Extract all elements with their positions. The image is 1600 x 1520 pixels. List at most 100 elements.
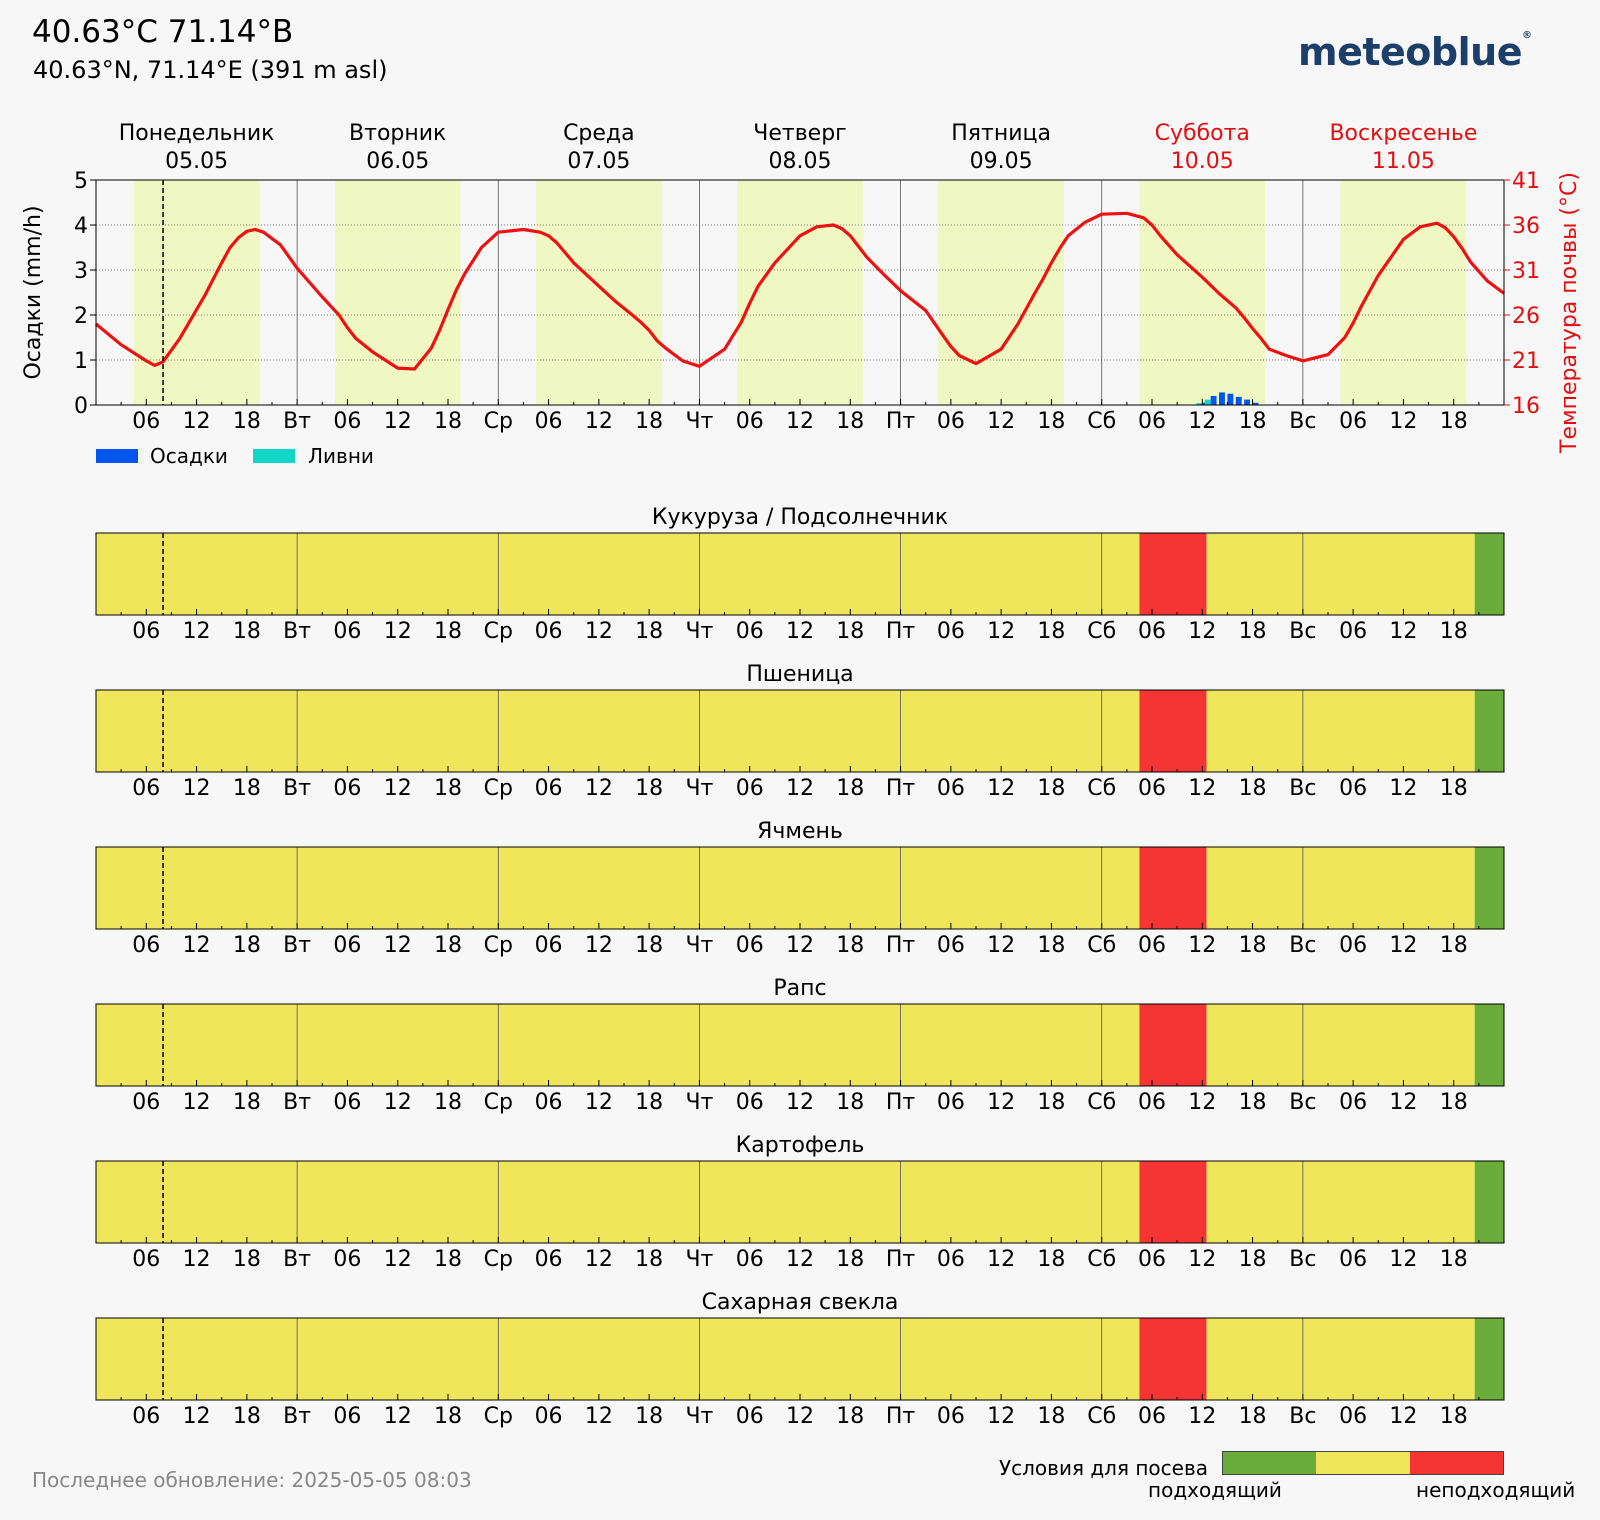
x-tick-label: 06: [937, 619, 965, 644]
legend-showers-label: Ливни: [308, 444, 374, 468]
x-tick-label: 06: [736, 1090, 764, 1115]
x-tick-label: Ср: [484, 619, 513, 644]
x-tick-label: 12: [585, 776, 613, 801]
x-tick-label: 12: [585, 619, 613, 644]
x-tick-label: 12: [1389, 619, 1417, 644]
x-tick-label: 12: [1389, 1247, 1417, 1272]
last-updated: Последнее обновление: 2025-05-05 08:03: [32, 1468, 472, 1492]
left-axis-tick-label: 2: [74, 304, 88, 329]
x-tick-label: 18: [635, 776, 663, 801]
x-tick-label: Вс: [1289, 1090, 1316, 1115]
x-tick-label: 12: [384, 933, 412, 958]
x-tick-label: 18: [836, 619, 864, 644]
sowing-segment-suitable: [1474, 533, 1504, 615]
daylight-band-6: [1340, 180, 1467, 405]
x-tick-label: 06: [535, 1247, 563, 1272]
x-tick-label: 12: [1188, 619, 1216, 644]
sowing-legend-neutral-swatch: [1316, 1451, 1410, 1475]
x-tick-label: 12: [987, 1247, 1015, 1272]
x-tick-label: 18: [1037, 1404, 1065, 1429]
x-tick-label: Вт: [283, 776, 311, 801]
x-tick-label: 12: [183, 776, 211, 801]
day-name-3: Четверг: [753, 121, 846, 146]
x-tick-label: 12: [183, 619, 211, 644]
meteoblue-logo[interactable]: meteoblue®: [1298, 30, 1532, 74]
x-tick-label: 18: [836, 933, 864, 958]
x-tick-label: 12: [384, 776, 412, 801]
x-tick-label: 12: [384, 1090, 412, 1115]
crop-panel-3: Рапс 06 12 18 Вт 06 12 18 Ср 06 12 18 Чт 06 12 18 Пт 06 12…: [95, 976, 1505, 1115]
x-tick-label: 18: [1239, 933, 1267, 958]
day-date-2: 07.05: [567, 149, 630, 174]
x-tick-label: 06: [937, 1247, 965, 1272]
sowing-legend-unsuitable-label: неподходящий: [1416, 1478, 1576, 1502]
x-tick-label: 06: [937, 776, 965, 801]
x-tick-label: Сб: [1087, 1247, 1116, 1272]
x-tick-label: Чт: [685, 1247, 713, 1272]
location-coordinates: 40.63°N, 71.14°E (391 m asl): [33, 56, 388, 84]
x-tick-label: Вс: [1289, 619, 1316, 644]
x-tick-label: Вт: [283, 409, 311, 434]
x-tick-label: 06: [1138, 776, 1166, 801]
x-tick-label: 06: [1138, 619, 1166, 644]
x-tick-label: 18: [1037, 409, 1065, 434]
crop-title: Пшеница: [746, 662, 853, 687]
sowing-segment-neutral: [96, 533, 1140, 615]
shower-bar: [1204, 399, 1211, 405]
x-tick-label: 06: [132, 1404, 160, 1429]
x-tick-label: 12: [1188, 1247, 1216, 1272]
x-tick-label: Сб: [1087, 409, 1116, 434]
x-tick-label: 18: [434, 1247, 462, 1272]
x-tick-label: 18: [1239, 1090, 1267, 1115]
logo-registered-mark: ®: [1521, 30, 1532, 41]
x-tick-label: 18: [233, 619, 261, 644]
x-tick-label: 06: [937, 1090, 965, 1115]
x-tick-label: Сб: [1087, 776, 1116, 801]
x-tick-label: 12: [585, 933, 613, 958]
x-tick-label: Вт: [283, 1404, 311, 1429]
x-tick-label: 06: [937, 1404, 965, 1429]
x-tick-label: 06: [333, 619, 361, 644]
x-tick-label: 18: [1440, 1404, 1468, 1429]
x-tick-label: 12: [987, 409, 1015, 434]
x-tick-label: 12: [384, 1404, 412, 1429]
x-tick-label: 18: [836, 409, 864, 434]
x-tick-label: 06: [333, 776, 361, 801]
x-tick-label: 18: [1239, 409, 1267, 434]
x-tick-label: 12: [585, 1404, 613, 1429]
x-tick-label: 06: [535, 776, 563, 801]
legend-precip-label: Осадки: [150, 444, 228, 468]
x-tick-label: 12: [987, 1090, 1015, 1115]
x-tick-label: 12: [1188, 409, 1216, 434]
x-tick-label: 12: [183, 1090, 211, 1115]
day-name-2: Среда: [563, 121, 635, 146]
x-tick-label: 12: [1389, 933, 1417, 958]
x-tick-label: 12: [786, 409, 814, 434]
x-tick-label: 06: [132, 409, 160, 434]
x-tick-label: 06: [736, 933, 764, 958]
shower-bar: [1196, 403, 1203, 405]
crop-panel-1: Пшеница 06 12 18 Вт 06 12 18 Ср 06 12 18 Чт 06 12 18 Пт 0…: [95, 662, 1505, 801]
x-tick-label: Вт: [283, 1090, 311, 1115]
sowing-segment-neutral: [1206, 533, 1475, 615]
x-tick-label: 06: [1138, 933, 1166, 958]
x-tick-label: 06: [333, 1247, 361, 1272]
x-tick-label: 18: [836, 1247, 864, 1272]
x-tick-label: Сб: [1087, 1090, 1116, 1115]
x-tick-label: 18: [434, 933, 462, 958]
x-tick-label: 12: [786, 619, 814, 644]
x-tick-label: 18: [635, 409, 663, 434]
daylight-band-1: [334, 180, 461, 405]
x-tick-label: 06: [1339, 619, 1367, 644]
x-tick-label: 12: [987, 1404, 1015, 1429]
crop-title: Рапс: [773, 976, 826, 1001]
x-tick-label: 06: [1138, 1090, 1166, 1115]
x-tick-label: 18: [635, 1090, 663, 1115]
location-title: 40.63°C 71.14°B: [32, 14, 294, 50]
x-tick-label: 12: [987, 776, 1015, 801]
day-date-6: 11.05: [1372, 149, 1435, 174]
x-tick-label: 06: [132, 1247, 160, 1272]
x-tick-label: Пт: [886, 776, 916, 801]
legend-showers-swatch: [253, 449, 295, 463]
sowing-segment-suitable: [1474, 1161, 1504, 1243]
